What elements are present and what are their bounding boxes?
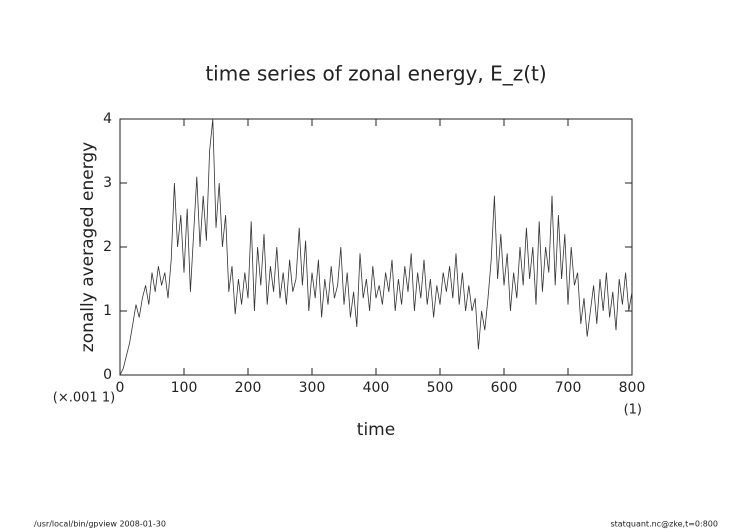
x-tick-label: 0	[116, 380, 125, 396]
x-tick-label: 300	[299, 380, 326, 396]
y-tick-label: 1	[103, 303, 112, 319]
y-tick-label: 0	[103, 367, 112, 383]
y-scale-note: (×.001 1)	[53, 391, 115, 406]
x-tick-label: 400	[363, 380, 390, 396]
x-unit-note: (1)	[624, 403, 642, 418]
y-tick-label: 2	[103, 239, 112, 255]
x-tick-label: 200	[235, 380, 262, 396]
x-tick-label: 100	[171, 380, 198, 396]
x-tick-label: 600	[491, 380, 518, 396]
y-tick-label: 3	[103, 175, 112, 191]
x-tick-label: 500	[427, 380, 454, 396]
footer-left: /usr/local/bin/gpview 2008-01-30	[34, 520, 166, 529]
x-tick-label: 800	[619, 380, 646, 396]
chart-title: time series of zonal energy, E_z(t)	[205, 62, 546, 86]
y-axis-label: zonally averaged energy	[78, 142, 98, 352]
x-axis-label: time	[357, 420, 395, 440]
y-tick-label: 4	[103, 111, 112, 127]
x-tick-label: 700	[555, 380, 582, 396]
footer-right: statquant.nc@zke,t=0:800	[610, 520, 718, 529]
data-line	[119, 118, 633, 376]
